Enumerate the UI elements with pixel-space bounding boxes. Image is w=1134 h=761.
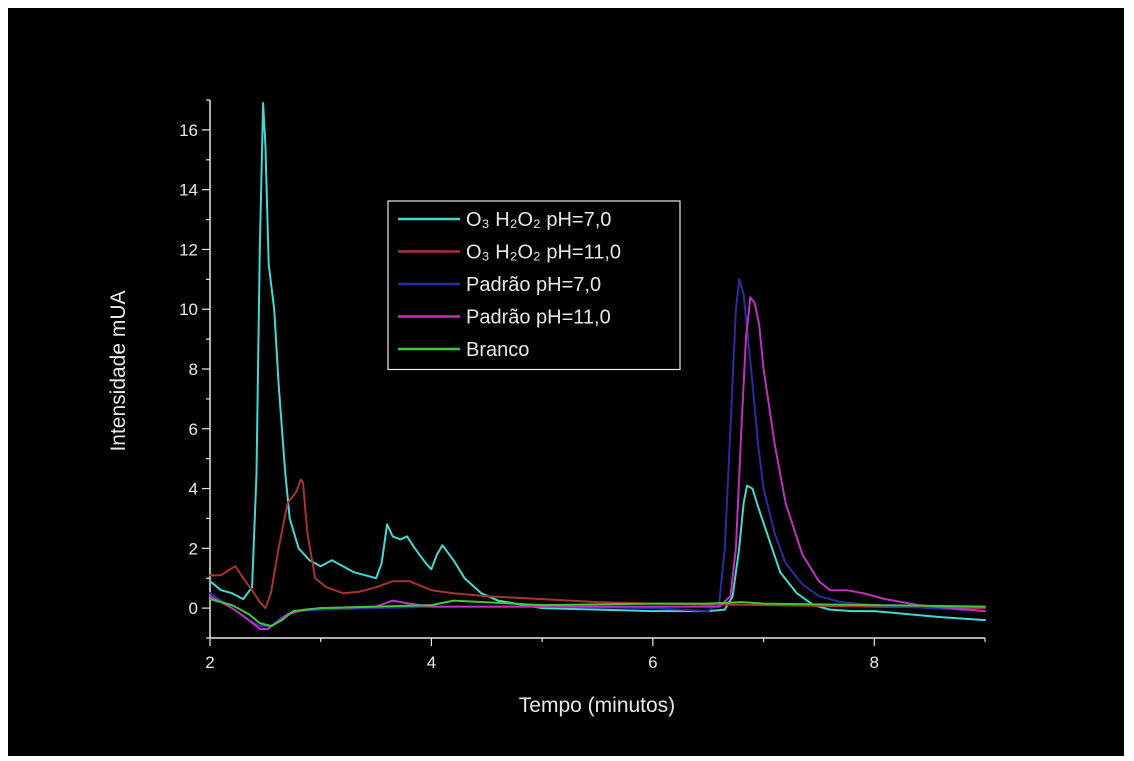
y-tick-label: 12 (179, 240, 198, 259)
series-line-3 (209, 278, 986, 627)
y-tick-label: 0 (189, 599, 198, 618)
series-line-2 (209, 478, 986, 610)
legend: O₃ H₂O₂ pH=7,0 O₃ H₂O₂ pH=11,0 Padrão pH=7… (387, 200, 681, 371)
x-tick-label: 4 (427, 653, 436, 672)
axes: 0 2 4 6 8 10 12 14 16 2 4 6 8 (179, 99, 986, 672)
y-tick-label: 8 (189, 360, 198, 379)
legend-label-5: Branco (466, 339, 529, 361)
legend-label-3: Padrão pH=7,0 (466, 274, 601, 296)
series-line-4 (209, 296, 986, 630)
x-tick-label: 6 (648, 653, 657, 672)
x-tick-label: 2 (205, 653, 214, 672)
plot-lines (209, 102, 986, 630)
chart-frame: 0 2 4 6 8 10 12 14 16 2 4 6 8 O₃ H₂O₂ pH=7,0 O₃ H₂O₂ … (8, 8, 1124, 756)
y-tick-label: 4 (189, 480, 198, 499)
y-tick-label: 10 (179, 300, 198, 319)
series-line-1 (209, 102, 986, 622)
y-tick-label: 16 (179, 121, 198, 140)
legend-label-4: Padrão pH=11,0 (466, 307, 611, 329)
legend-label-1: O₃ H₂O₂ pH=7,0 (466, 209, 611, 231)
y-tick-label: 2 (189, 539, 198, 558)
x-axis-label: Tempo (minutos) (519, 694, 675, 717)
y-tick-label: 14 (179, 181, 198, 200)
y-axis-label: Intensidade mUA (107, 290, 130, 451)
series-line-5 (209, 598, 986, 627)
legend-label-2: O₃ H₂O₂ pH=11,0 (466, 242, 621, 264)
y-tick-label: 6 (189, 420, 198, 439)
x-tick-label: 8 (870, 653, 879, 672)
